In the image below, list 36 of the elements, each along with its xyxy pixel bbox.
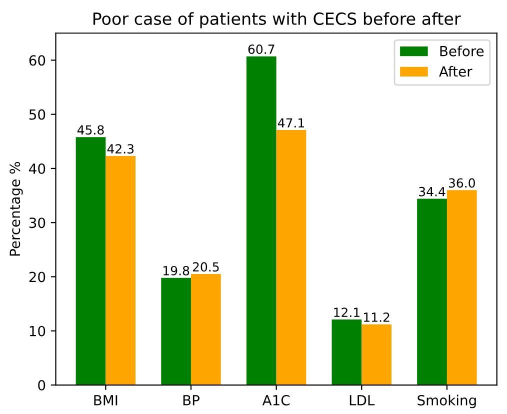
y-tick-label: 50 <box>29 109 46 120</box>
legend-label: Before <box>440 46 484 56</box>
x-tick-label: Smoking <box>418 394 476 408</box>
bar <box>362 324 392 386</box>
data-label: 11.2 <box>364 312 390 322</box>
bar <box>276 130 306 386</box>
data-label: 12.1 <box>334 308 360 317</box>
y-tick-label: 10 <box>30 326 46 336</box>
data-label: 60.7 <box>248 44 274 54</box>
data-label: 19.8 <box>164 266 190 276</box>
y-axis-title: Percentage % <box>10 162 23 256</box>
bar <box>417 198 447 386</box>
chart-title: Poor case of patients with CECS before after <box>93 12 461 28</box>
x-tick-label: LDL <box>350 395 375 406</box>
data-label: 42.3 <box>107 144 134 154</box>
y-tick-label: 30 <box>29 218 46 228</box>
bar <box>446 190 477 386</box>
x-tick-label: A1C <box>262 394 290 406</box>
data-label: 36.0 <box>448 178 475 188</box>
data-label: 34.4 <box>419 186 446 196</box>
bar <box>332 320 362 386</box>
x-tick-label: BMI <box>94 395 118 406</box>
legend-label: After <box>439 66 472 77</box>
data-label: 20.5 <box>192 262 219 272</box>
y-tick-label: 60 <box>29 55 46 66</box>
data-label: 45.8 <box>77 125 104 135</box>
y-tick-label: 20 <box>29 272 46 282</box>
bar <box>76 137 106 386</box>
y-tick-label: 40 <box>29 163 46 174</box>
bar <box>106 156 136 386</box>
bar <box>161 278 191 386</box>
data-label: 47.1 <box>278 118 304 128</box>
y-tick-label: 0 <box>38 380 46 390</box>
bar <box>246 56 276 386</box>
bar <box>191 274 221 386</box>
x-tick-label: BP <box>183 395 200 406</box>
